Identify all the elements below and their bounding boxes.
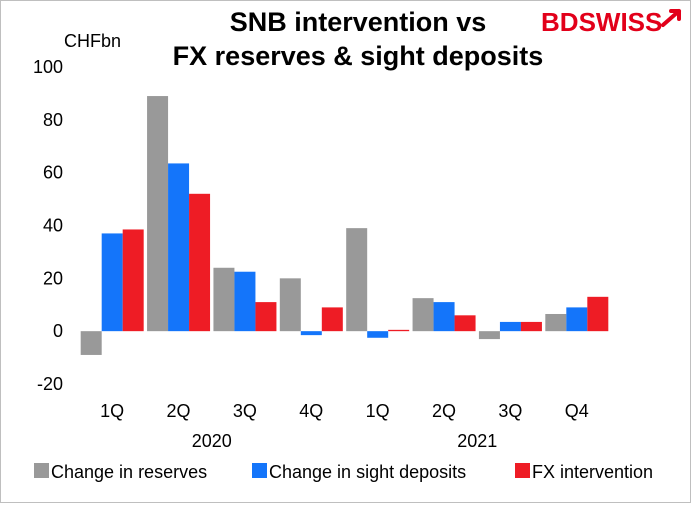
bar <box>433 302 455 332</box>
legend-swatch <box>515 463 530 478</box>
chart-title-line1: SNB intervention vs <box>230 7 487 37</box>
y-tick-label: 40 <box>43 216 63 236</box>
legend-label: Change in reserves <box>51 462 207 482</box>
bar <box>367 331 389 338</box>
bar <box>80 331 102 355</box>
x-axis: 1Q 2Q 3Q 4Q 1Q 2Q 3Q Q4 2020 2021 <box>100 401 589 451</box>
legend: Change in reserves Change in sight deposi… <box>34 462 653 482</box>
bar <box>566 307 588 332</box>
bar <box>520 321 542 332</box>
bar <box>388 329 410 332</box>
legend-label: Change in sight deposits <box>269 462 466 482</box>
y-axis: -20 0 20 40 60 80 100 <box>33 57 63 394</box>
logo-part-swiss: SWISS <box>579 7 663 37</box>
bar <box>213 267 235 332</box>
y-tick-label: -20 <box>37 374 63 394</box>
y-tick-label: 60 <box>43 163 63 183</box>
y-tick-label: 100 <box>33 57 63 77</box>
bar <box>587 296 609 332</box>
legend-swatch <box>252 463 267 478</box>
bar <box>122 229 144 332</box>
bar <box>101 233 123 332</box>
bar <box>234 271 256 332</box>
x-tick-label: 2Q <box>167 401 191 421</box>
logo: BDSWISS <box>541 7 681 37</box>
bar <box>346 228 368 332</box>
logo-part-bd: BD <box>541 7 579 37</box>
svg-text:BDSWISS: BDSWISS <box>541 7 662 37</box>
x-tick-label: 1Q <box>366 401 390 421</box>
x-group-label: 2020 <box>192 431 232 451</box>
y-unit-label: CHFbn <box>64 31 121 51</box>
bar <box>454 315 476 332</box>
x-tick-label: 1Q <box>100 401 124 421</box>
legend-label: FX intervention <box>532 462 653 482</box>
bar <box>478 331 500 340</box>
x-tick-label: 2Q <box>432 401 456 421</box>
bar <box>189 193 211 332</box>
bar <box>412 298 434 332</box>
bar <box>300 331 322 336</box>
x-tick-label: Q4 <box>565 401 589 421</box>
y-tick-label: 80 <box>43 110 63 130</box>
bar <box>255 302 277 332</box>
bar <box>545 313 567 332</box>
x-tick-label: 3Q <box>498 401 522 421</box>
bar <box>499 321 521 332</box>
bar <box>279 278 301 332</box>
legend-swatch <box>34 463 49 478</box>
bar <box>321 307 343 332</box>
y-tick-label: 20 <box>43 268 63 288</box>
bar <box>168 163 190 332</box>
x-tick-label: 4Q <box>299 401 323 421</box>
y-tick-label: 0 <box>53 321 63 341</box>
logo-arrow-icon <box>661 9 681 27</box>
x-group-label: 2021 <box>457 431 497 451</box>
chart-title-line2: FX reserves & sight deposits <box>173 41 544 71</box>
bar <box>147 96 169 332</box>
bars <box>80 96 609 355</box>
x-tick-label: 3Q <box>233 401 257 421</box>
